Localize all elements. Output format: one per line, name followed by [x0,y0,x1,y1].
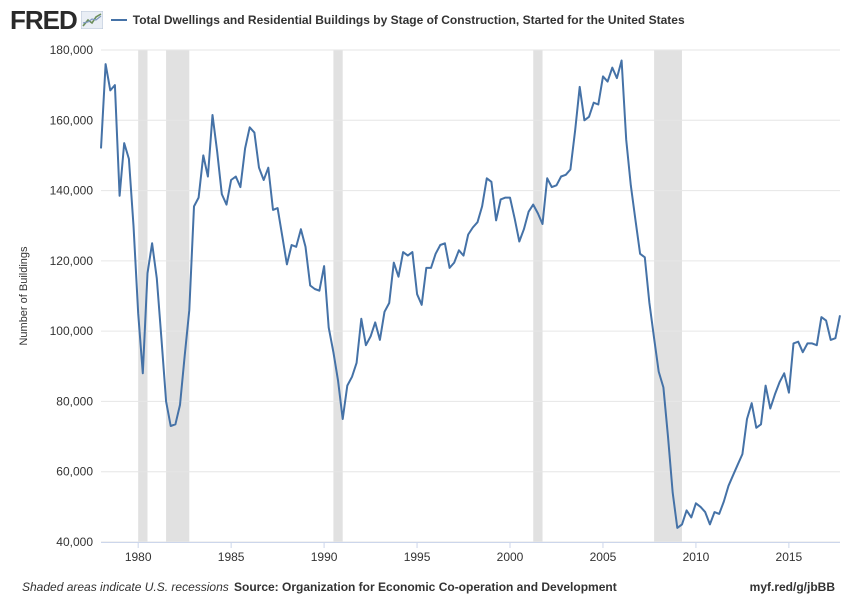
series-layer [100,59,841,529]
recession-band-0 [138,50,148,542]
y-tick-label: 160,000 [50,113,94,127]
chart-header: FRED Total Dwellings and Residential Bui… [10,4,850,35]
fred-logo[interactable]: FRED [10,4,78,35]
y-tick-label: 180,000 [50,43,94,57]
axes: 40,000 60,000 80,000 100,000 120,000 140,000 1… [50,43,840,564]
y-tick-label: 140,000 [50,184,94,198]
legend-series-line [110,19,127,21]
short-link[interactable]: myf.red/g/jbBB [749,580,835,594]
recession-note: Shaded areas indicate U.S. recessions [22,580,229,594]
recession-shading [138,50,682,542]
fred-trend-icon [80,11,103,29]
x-tick-label: 2000 [497,550,524,564]
series-line-0[interactable] [100,59,841,529]
chart-title: Total Dwellings and Residential Building… [132,13,685,27]
x-tick-label: 1990 [311,550,338,564]
recession-band-1 [166,50,190,542]
recession-band-4 [654,50,682,542]
recession-band-2 [333,50,343,542]
recession-band-3 [533,50,543,542]
x-tick-label: 2010 [683,550,710,564]
x-tick-label: 2015 [776,550,803,564]
x-tick-label: 2005 [590,550,617,564]
y-tick-label: 100,000 [50,324,94,338]
x-tick-label: 1985 [218,550,245,564]
y-tick-label: 40,000 [56,535,93,549]
y-axis-label: Number of Buildings [18,246,30,346]
source-text: Source: Organization for Economic Co-ope… [234,580,617,594]
x-tick-label: 1995 [404,550,431,564]
x-tick-label: 1980 [125,550,152,564]
y-tick-label: 80,000 [56,394,93,408]
y-tick-label: 60,000 [56,465,93,479]
y-tick-label: 120,000 [50,254,94,268]
